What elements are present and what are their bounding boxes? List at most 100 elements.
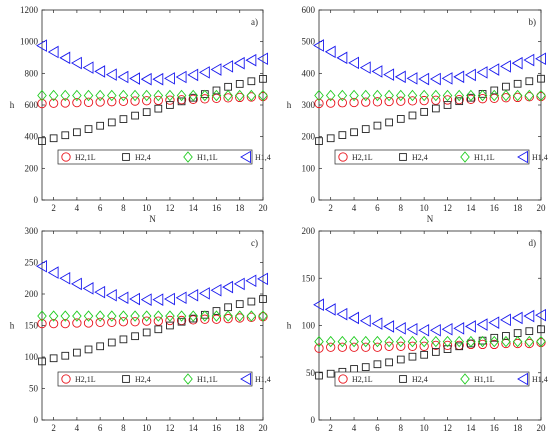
data-point (383, 320, 395, 333)
x-tick-label: 14 (189, 423, 199, 433)
data-point (223, 310, 233, 322)
legend-label: H1,4 (255, 375, 271, 384)
data-point (224, 82, 232, 91)
y-tick-label: 400 (25, 132, 39, 142)
data-point (441, 72, 453, 85)
data-point (142, 316, 152, 326)
data-point (523, 53, 535, 67)
data-point (476, 66, 488, 79)
data-point (107, 310, 117, 322)
data-point (165, 315, 175, 326)
data-point (431, 95, 441, 105)
y-tick-label: 300 (302, 100, 316, 110)
data-point (502, 332, 510, 340)
data-point (512, 335, 523, 348)
data-point (245, 53, 257, 67)
data-point (501, 89, 511, 102)
data-point (176, 310, 187, 322)
data-point (224, 303, 232, 312)
data-point (84, 345, 93, 354)
data-point (245, 274, 257, 288)
data-point (336, 51, 348, 65)
y-tick-label: 600 (25, 100, 39, 110)
data-point (177, 97, 186, 106)
y-tick-label: 1000 (20, 37, 39, 47)
x-tick-label: 4 (75, 203, 80, 213)
data-point (72, 310, 82, 322)
data-point (107, 338, 116, 347)
data-point (233, 56, 245, 70)
data-point (371, 317, 383, 330)
data-point (166, 101, 174, 109)
data-point (500, 60, 511, 73)
data-point (372, 335, 383, 348)
data-point (431, 89, 441, 102)
panel-label: d) (529, 238, 537, 248)
legend-label: H1,1L (197, 153, 218, 162)
data-point (176, 95, 187, 105)
data-point (488, 63, 500, 76)
data-point (234, 310, 245, 322)
data-point (325, 89, 336, 102)
data-point (49, 354, 58, 363)
data-point (361, 125, 370, 133)
data-point (247, 77, 256, 86)
data-point (535, 308, 546, 322)
data-point (326, 134, 335, 143)
data-point (464, 320, 476, 333)
data-point (38, 137, 46, 145)
y-tick-label: 0 (311, 415, 316, 425)
data-point (454, 94, 464, 105)
data-point (188, 89, 198, 102)
data-point (165, 95, 175, 105)
data-point (372, 97, 383, 107)
data-point (131, 111, 139, 120)
data-point (396, 341, 406, 351)
y-tick-label: 200 (25, 163, 39, 173)
x-tick-label: 4 (352, 423, 357, 433)
legend-label: H1,1L (474, 153, 495, 162)
data-point (235, 92, 245, 103)
data-point (37, 318, 47, 329)
data-point (407, 96, 418, 106)
data-point (477, 335, 488, 348)
data-point (523, 309, 535, 323)
y-axis-label: h (287, 321, 292, 331)
data-point (95, 317, 105, 327)
data-point (360, 89, 371, 102)
data-point (83, 310, 94, 322)
data-point (429, 323, 441, 337)
data-point (130, 310, 140, 322)
data-point (95, 97, 105, 107)
x-tick-label: 14 (466, 203, 476, 213)
x-tick-label: 6 (375, 423, 380, 433)
data-point (37, 310, 47, 322)
data-point (349, 335, 359, 348)
data-point (73, 348, 81, 357)
data-point (525, 327, 534, 336)
data-point (119, 335, 128, 344)
legend-box (334, 149, 530, 165)
data-point (258, 89, 268, 102)
data-point (200, 94, 210, 104)
data-point (466, 94, 476, 104)
data-point (511, 311, 523, 325)
data-point (60, 318, 70, 329)
chart-panel-c: 2468101214161820050100150200250300Nhc)H2… (10, 226, 271, 433)
data-point (130, 89, 140, 102)
data-point (258, 310, 268, 322)
data-point (314, 98, 324, 109)
legend-marker (338, 374, 348, 384)
y-tick-label: 0 (34, 415, 39, 425)
data-point (211, 93, 222, 104)
data-point (361, 97, 371, 107)
data-point (466, 335, 476, 348)
data-point (324, 45, 336, 59)
data-point (371, 65, 383, 78)
data-point (141, 89, 152, 102)
data-point (490, 333, 499, 342)
y-tick-label: 0 (34, 195, 39, 205)
data-point (453, 322, 465, 335)
legend-marker (399, 153, 407, 161)
legend-marker (240, 372, 251, 386)
